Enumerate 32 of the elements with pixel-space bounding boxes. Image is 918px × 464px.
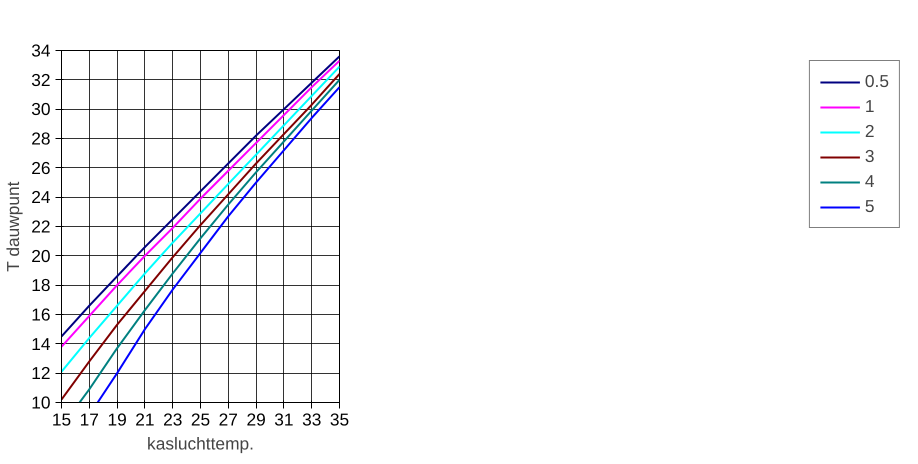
x-tick-label: 19 [107,410,127,430]
y-tick-label: 14 [31,334,51,354]
y-tick-label: 28 [31,128,51,148]
x-tick-label: 31 [274,410,294,430]
x-tick-label: 17 [80,410,99,430]
x-tick-label: 29 [246,410,266,430]
x-tick-label: 25 [190,410,210,430]
x-tick-label: 33 [302,410,322,430]
x-tick-label: 35 [330,410,350,430]
legend-label: 0.5 [864,71,889,92]
legend-label: 3 [864,146,876,167]
legend-label: 4 [864,171,876,192]
y-tick-label: 20 [31,246,51,266]
y-tick-label: 34 [31,40,51,60]
x-tick-label: 15 [52,410,72,430]
y-tick-label: 16 [31,304,51,324]
y-tick-label: 30 [31,99,51,120]
y-tick-label: 12 [31,363,51,384]
x-axis-title: kasluchttemp. [147,434,254,454]
legend-label: 1 [864,96,876,117]
y-axis-title: T dauwpunt [3,181,24,272]
y-tick-label: 22 [31,216,51,236]
x-tick-label: 23 [163,410,182,430]
y-tick-label: 10 [31,392,51,412]
legend-label: 2 [864,121,876,142]
y-tick-label: 26 [31,158,51,178]
x-tick-label: 27 [218,410,238,430]
y-tick-label: 18 [31,275,51,296]
y-tick-label: 24 [31,187,51,208]
x-tick-label: 21 [135,410,155,430]
legend-label: 5 [864,196,876,217]
y-tick-label: 32 [31,70,51,90]
